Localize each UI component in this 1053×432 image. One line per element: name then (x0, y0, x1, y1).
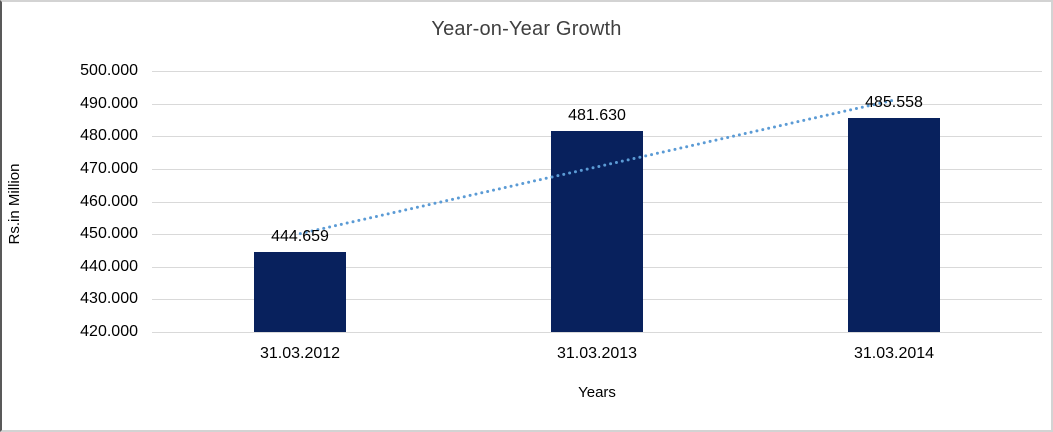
chart-title: Year-on-Year Growth (431, 18, 622, 40)
x-axis-title: Years (578, 384, 616, 401)
x-axis-tick-label: 31.03.2014 (853, 345, 935, 362)
y-axis-tick-label: 420.000 (80, 323, 138, 340)
y-axis-tick-label: 480.000 (80, 127, 138, 144)
y-axis-tick-label: 470.000 (80, 160, 138, 177)
bar-value-label: 481.630 (568, 107, 626, 124)
y-axis-tick-label: 460.000 (80, 193, 138, 210)
y-axis-tick-label: 490.000 (80, 95, 138, 112)
bar (254, 252, 346, 332)
bar-value-label: 444.659 (271, 228, 329, 245)
bar-value-label: 485.558 (865, 94, 923, 111)
bar (551, 131, 643, 332)
y-axis-tick-label: 500.000 (80, 62, 138, 79)
x-axis-tick-label: 31.03.2013 (556, 345, 638, 362)
y-axis-tick-label: 440.000 (80, 258, 138, 275)
bar (848, 118, 940, 332)
y-axis-tick-label: 430.000 (80, 290, 138, 307)
gridline (152, 71, 1042, 72)
x-axis-tick-label: 31.03.2012 (259, 345, 341, 362)
gridline (152, 332, 1042, 333)
y-axis-tick-label: 450.000 (80, 225, 138, 242)
